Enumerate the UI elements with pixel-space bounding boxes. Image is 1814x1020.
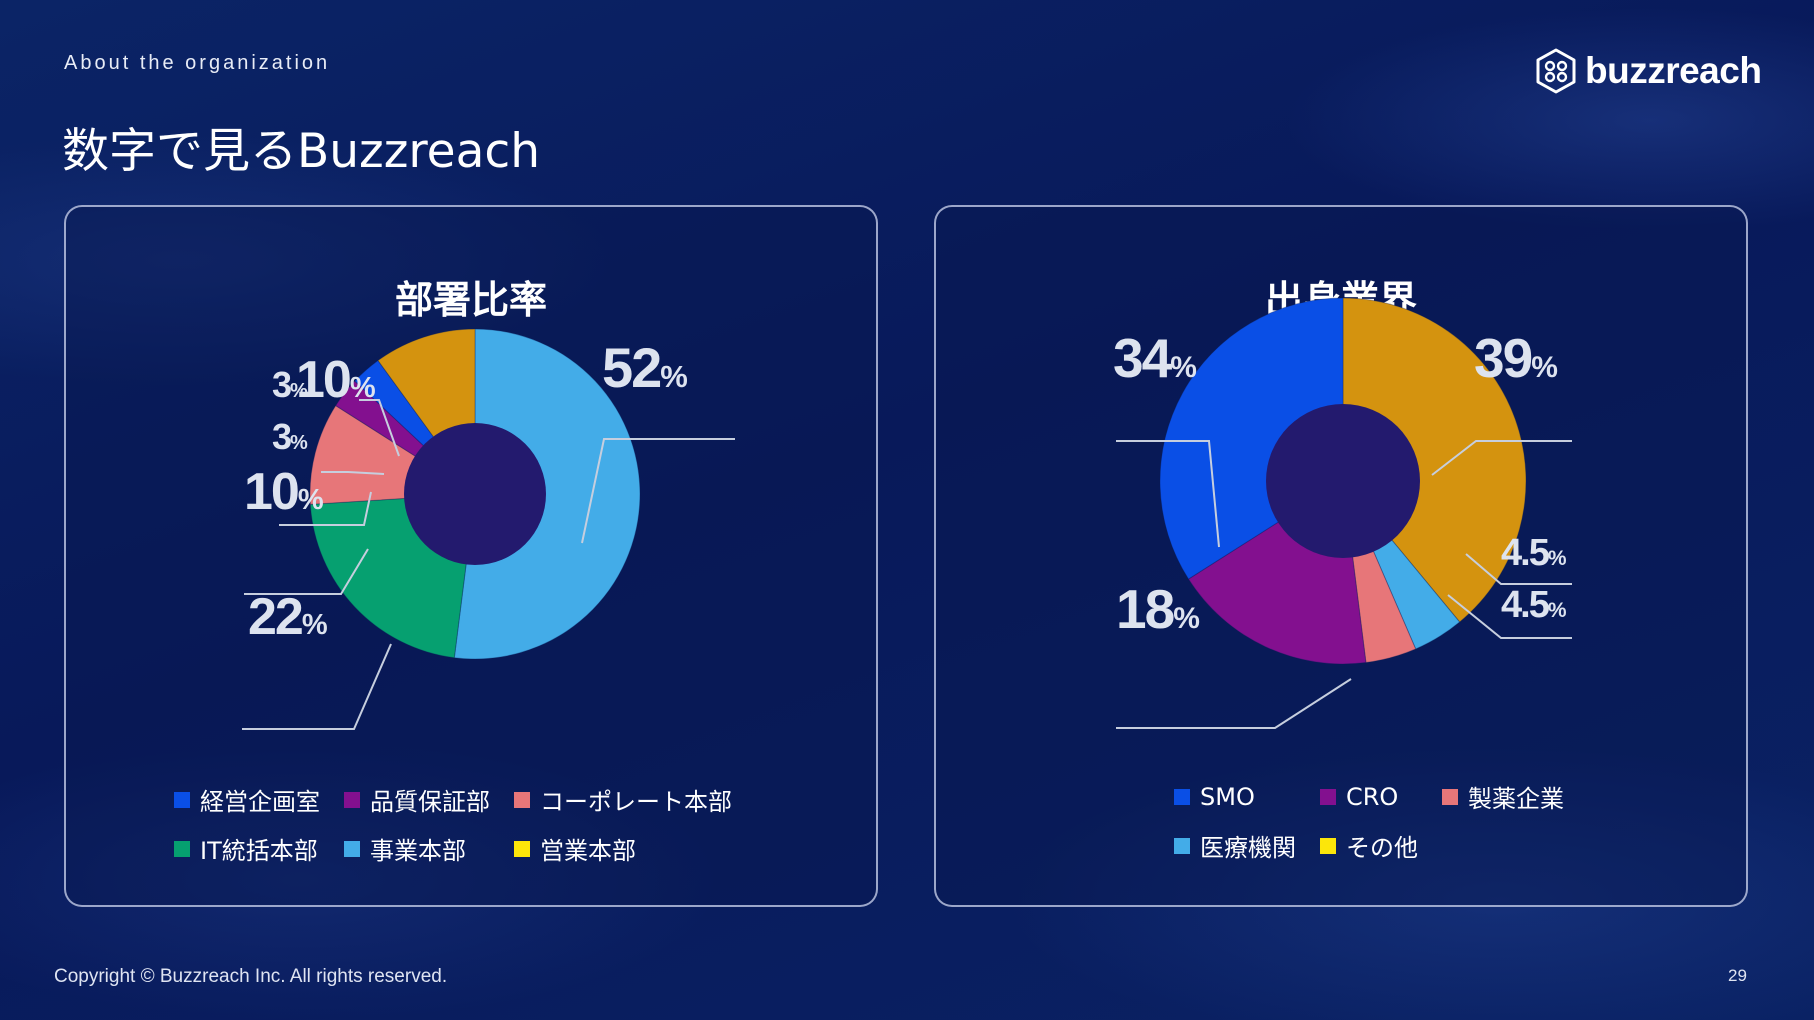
legend-item: 営業本部 — [514, 831, 732, 866]
legend-label: 経営企画室 — [200, 788, 320, 816]
data-label: 39% — [1474, 327, 1558, 389]
leader-line — [321, 471, 385, 475]
legend-item: CRO — [1320, 779, 1418, 814]
legend-label: IT統括本部 — [200, 837, 318, 865]
data-label: 3% — [272, 364, 308, 405]
legend-item: 事業本部 — [344, 831, 490, 866]
legend-swatch — [1320, 837, 1336, 854]
legend-swatch — [514, 840, 530, 857]
leader-line — [279, 491, 372, 526]
legend-item: コーポレート本部 — [514, 782, 732, 817]
legend-label: その他 — [1346, 834, 1418, 862]
page-number: 29 — [1728, 966, 1747, 985]
legend-swatch — [1320, 788, 1336, 805]
legend-label: 製薬企業 — [1468, 785, 1564, 813]
legend-swatch — [174, 840, 190, 857]
page-title: 数字で見るBuzzreach — [62, 124, 541, 179]
buzzreach-logo: buzzreach — [1535, 48, 1762, 94]
logo-hexagon-icon — [1536, 48, 1576, 94]
legend-label: CRO — [1346, 782, 1399, 811]
donut-hole — [1266, 404, 1420, 558]
legend-swatch — [1174, 788, 1190, 805]
legend-label: コーポレート本部 — [540, 788, 732, 816]
data-label: 10% — [296, 351, 376, 409]
legend-item: 医療機関 — [1174, 828, 1296, 863]
legend-item: IT統括本部 — [174, 831, 320, 866]
legend-swatch — [1442, 788, 1458, 805]
leader-line — [581, 438, 735, 544]
data-label: 52% — [602, 336, 688, 399]
donut-hole — [404, 423, 546, 565]
logo-text: buzzreach — [1585, 50, 1762, 91]
data-label: 18% — [1116, 578, 1200, 640]
leader-line — [1116, 440, 1220, 548]
leader-line — [1116, 678, 1352, 729]
chart-title: 部署比率 — [394, 278, 547, 322]
legend-label: 品質保証部 — [370, 788, 490, 816]
department-ratio-panel: 部署比率 52% 22% 10% 3% 3% 10% 経営企画室 品質保証部 コーポレート本部… — [64, 205, 878, 907]
legend-label: 営業本部 — [540, 837, 636, 865]
section-subtitle: About the organization — [64, 52, 331, 74]
legend-label: SMO — [1200, 782, 1255, 811]
legend-item: 品質保証部 — [344, 782, 490, 817]
data-label: 34% — [1113, 327, 1197, 389]
leader-line — [1465, 553, 1572, 585]
legend-item: 経営企画室 — [174, 782, 320, 817]
legend-item: 製薬企業 — [1442, 779, 1564, 814]
chart-legend: SMO CRO 製薬企業医療機関 その他 — [1174, 779, 1564, 863]
leader-line — [244, 548, 369, 595]
legend-swatch — [344, 840, 360, 857]
legend-swatch — [1174, 837, 1190, 854]
copyright-text: Copyright © Buzzreach Inc. All rights re… — [54, 966, 448, 987]
data-label: 22% — [248, 588, 328, 646]
legend-swatch — [174, 791, 190, 808]
data-label: 4.5% — [1501, 584, 1567, 626]
pie-slice-1 — [1342, 297, 1527, 623]
data-label: 3% — [272, 416, 308, 457]
legend-swatch — [514, 791, 530, 808]
leader-line — [1447, 594, 1572, 639]
leader-line — [359, 399, 400, 457]
data-label: 10% — [244, 463, 324, 521]
industry-donut-chart: 39% 4.5% 4.5% 18% 34% — [1113, 297, 1572, 729]
department-donut-chart: 52%22%10%3%3%10% — [242, 328, 735, 730]
leader-line — [1431, 440, 1572, 476]
legend-item: その他 — [1320, 828, 1418, 863]
chart-legend: 経営企画室 品質保証部 コーポレート本部 IT統括本部 事業本部 営業本部 — [174, 782, 732, 866]
leader-line — [242, 643, 392, 730]
legend-label: 医療機関 — [1200, 834, 1296, 862]
legend-item: SMO — [1174, 779, 1296, 814]
legend-label: 事業本部 — [370, 837, 466, 865]
legend-swatch — [344, 791, 360, 808]
pie-slice-1 — [453, 328, 641, 660]
data-label: 4.5% — [1501, 532, 1567, 574]
